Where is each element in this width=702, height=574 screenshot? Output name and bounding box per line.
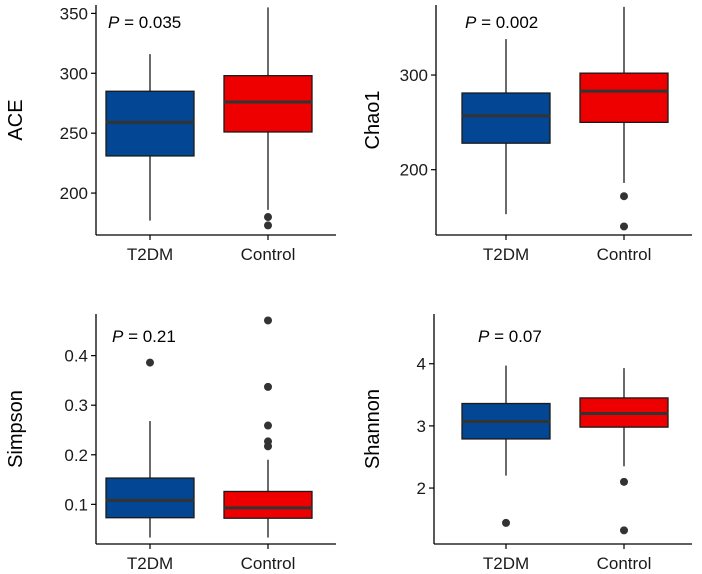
outlier-point: [264, 213, 272, 222]
chao1-y-axis-label: Chao1: [362, 91, 384, 150]
outlier-point: [264, 442, 272, 451]
ace-y-axis-label: ACE: [5, 99, 27, 140]
outlier-point: [264, 316, 272, 325]
shannon-y-tick-label: 2: [417, 479, 426, 498]
ace-box-t2dm: [105, 54, 195, 221]
shannon-p-value: P = 0.07: [478, 327, 542, 346]
iqr-box: [461, 92, 551, 144]
shannon-y-tick-label: 3: [417, 417, 426, 436]
simpson-x-tick-label: T2DM: [127, 554, 173, 573]
outlier-point: [620, 222, 628, 231]
ace-y-tick-label: 200: [60, 184, 88, 203]
simpson-box-t2dm: [105, 358, 195, 538]
outlier-point: [146, 358, 154, 367]
outlier-point: [620, 477, 628, 486]
ace-y-tick-label: 300: [60, 64, 88, 83]
simpson-p-value: P = 0.21: [112, 327, 176, 346]
chao1-box-t2dm: [461, 39, 551, 215]
chao1-y-tick-label: 200: [400, 161, 428, 180]
ace-p-value: P = 0.035: [108, 13, 181, 32]
outlier-point: [620, 526, 628, 535]
ace-y-tick-label: 250: [60, 124, 88, 143]
outlier-point: [502, 518, 510, 527]
outlier-point: [620, 192, 628, 201]
ace-box-control: [223, 7, 313, 230]
ace-x-tick-label: Control: [241, 245, 296, 264]
chao1-y-tick-label: 300: [400, 66, 428, 85]
simpson-box-control: [223, 316, 313, 538]
outlier-point: [264, 221, 272, 230]
chao1-p-value: P = 0.002: [465, 13, 538, 32]
simpson-y-axis-label: Simpson: [5, 390, 27, 468]
simpson-y-tick-label: 0.3: [64, 396, 88, 415]
panel-shannon: 2 3 4 T2DM Control Shannon P = 0.07: [362, 314, 692, 573]
simpson-y-tick-label: 0.4: [64, 347, 88, 366]
outlier-point: [264, 382, 272, 391]
shannon-y-axis-label: Shannon: [362, 389, 384, 469]
simpson-x-tick-label: Control: [241, 554, 296, 573]
panel-chao1: 200 300 T2DM Control Chao1 P = 0.002: [362, 5, 692, 264]
panel-simpson: 0.1 0.2 0.3 0.4 T2DM Control Simpson P = 0.21: [5, 314, 336, 573]
shannon-x-tick-label: Control: [597, 554, 652, 573]
shannon-box-t2dm: [461, 365, 551, 527]
panel-ace: 200 250 300 350 T2DM Control ACE P = 0.035: [5, 4, 336, 264]
iqr-box: [579, 72, 669, 124]
shannon-box-control: [579, 368, 669, 535]
simpson-y-tick-label: 0.2: [64, 446, 88, 465]
chao1-x-tick-label: Control: [597, 245, 652, 264]
ace-x-tick-label: T2DM: [127, 245, 173, 264]
shannon-x-tick-label: T2DM: [483, 554, 529, 573]
iqr-box: [105, 477, 195, 519]
simpson-y-tick-label: 0.1: [64, 495, 88, 514]
outlier-point: [264, 421, 272, 430]
chao1-box-control: [579, 6, 669, 231]
iqr-box: [223, 490, 313, 519]
chao1-x-tick-label: T2DM: [483, 245, 529, 264]
shannon-y-tick-label: 4: [417, 355, 426, 374]
ace-y-tick-label: 350: [60, 4, 88, 23]
iqr-box: [223, 75, 313, 133]
